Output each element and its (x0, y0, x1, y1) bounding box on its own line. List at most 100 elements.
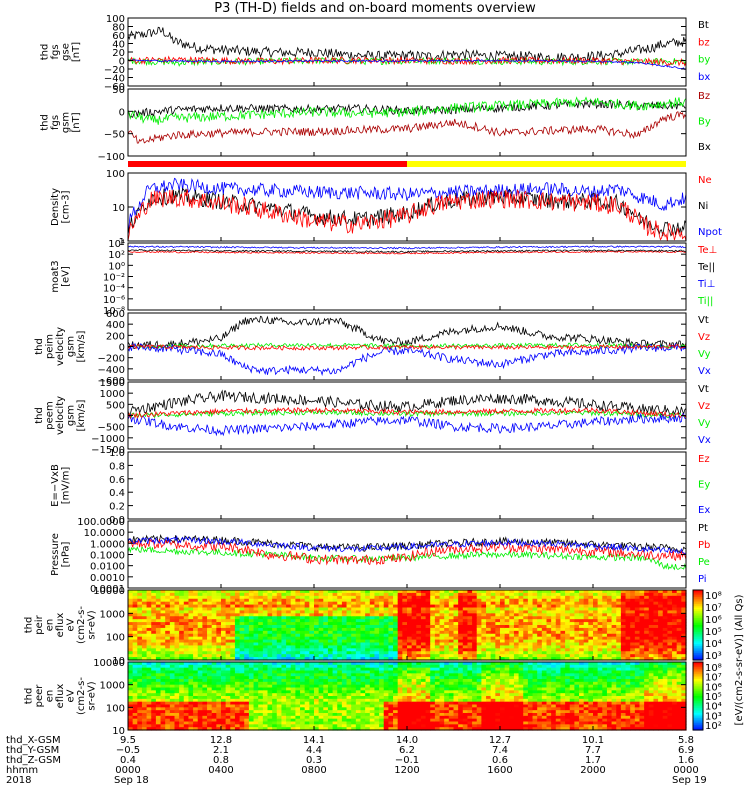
spec-cell (337, 651, 343, 655)
spec-cell (188, 662, 194, 666)
spec-cell (393, 657, 399, 661)
spec-cell (648, 619, 655, 623)
spec-cell (225, 684, 231, 689)
spec-cell (165, 657, 171, 661)
spec-cell (341, 630, 348, 635)
spec-cell (258, 696, 264, 700)
spec-cell (397, 718, 403, 723)
spec-cell (211, 636, 217, 641)
spec-cell (314, 713, 320, 717)
spec-cell (169, 704, 176, 708)
spec-cell (504, 645, 510, 649)
spec-cell (360, 704, 366, 708)
spec-cell (155, 645, 162, 649)
spec-cell (337, 654, 343, 658)
spec-cell (225, 696, 231, 700)
spec-cell (602, 636, 608, 641)
spec-cell (402, 590, 408, 594)
spec-cell (327, 639, 334, 644)
spec-cell (383, 704, 389, 708)
spec-cell (327, 710, 334, 714)
spec-cell (346, 713, 352, 717)
spec-cell (300, 598, 306, 603)
spec-cell (467, 630, 473, 635)
spec-cell (193, 651, 199, 655)
spec-cell (416, 622, 422, 626)
spec-cell (425, 616, 431, 620)
spec-cell (193, 613, 199, 617)
spec-cell (634, 590, 641, 594)
spec-cell (653, 616, 659, 620)
spec-cell (407, 651, 413, 655)
spec-cell (323, 690, 329, 694)
spec-cell (597, 610, 603, 614)
spec-cell (221, 595, 227, 600)
spec-cell (448, 727, 455, 731)
spec-cell (458, 619, 464, 623)
spec-cell (644, 633, 650, 638)
spec-cell (579, 601, 585, 606)
spec-cell (416, 715, 422, 720)
spec-cell (211, 701, 217, 706)
spec-cell (188, 696, 194, 700)
spec-cell (407, 645, 413, 649)
spec-cell (234, 613, 241, 617)
spec-cell (369, 601, 376, 606)
spec-cell (472, 651, 478, 655)
spec-cell (430, 627, 436, 632)
legend-fgs_gse-bx: bx (698, 72, 710, 83)
spec-cell (420, 667, 427, 672)
spec-cell (658, 604, 664, 609)
spec-cell (639, 625, 645, 629)
spec-cell (221, 713, 227, 717)
spec-cell (234, 627, 241, 632)
spec-cell (420, 601, 427, 606)
spec-cell (360, 710, 366, 714)
spec-cell (667, 639, 673, 644)
spec-cell (634, 645, 641, 649)
spec-cell (588, 590, 594, 594)
spec-cell (309, 687, 315, 691)
spec-cell (644, 598, 650, 603)
spec-cell (420, 598, 427, 603)
spec-cell (420, 693, 427, 697)
spec-cell (304, 657, 310, 661)
spec-cell (672, 651, 678, 655)
spec-cell (160, 721, 166, 725)
spec-cell (197, 604, 203, 609)
spec-cell (281, 601, 287, 606)
spec-cell (327, 601, 334, 606)
spec-cell (653, 598, 659, 603)
spec-cell (588, 645, 594, 649)
spec-cell (541, 613, 548, 617)
spec-cell (221, 619, 227, 623)
spec-cell (332, 622, 338, 626)
spec-cell (146, 657, 152, 661)
spec-cell (207, 681, 213, 686)
spec-cell (407, 684, 413, 689)
spec-cell (165, 684, 171, 689)
spec-cell (346, 684, 352, 689)
spec-cell (216, 625, 222, 629)
spec-cell (137, 684, 143, 689)
spec-cell (420, 687, 427, 691)
spec-cell (648, 657, 655, 661)
spec-cell (379, 651, 385, 655)
spec-cell (174, 598, 180, 603)
legend-fgs_gsm-Bz: Bz (698, 91, 710, 102)
spec-cell (574, 598, 580, 603)
spec-cell (244, 642, 250, 647)
spec-cell (588, 607, 594, 612)
spec-cell (495, 654, 501, 658)
spec-cell (202, 633, 208, 638)
spec-cell (160, 727, 166, 731)
spec-cell (197, 715, 203, 720)
spec-cell (393, 622, 399, 626)
spec-cell (128, 613, 134, 617)
spec-cell (448, 721, 455, 725)
spec-cell (183, 676, 190, 680)
spec-cell (151, 707, 157, 711)
spec-cell (351, 684, 357, 689)
spec-cell (346, 690, 352, 694)
spec-cell (393, 715, 399, 720)
